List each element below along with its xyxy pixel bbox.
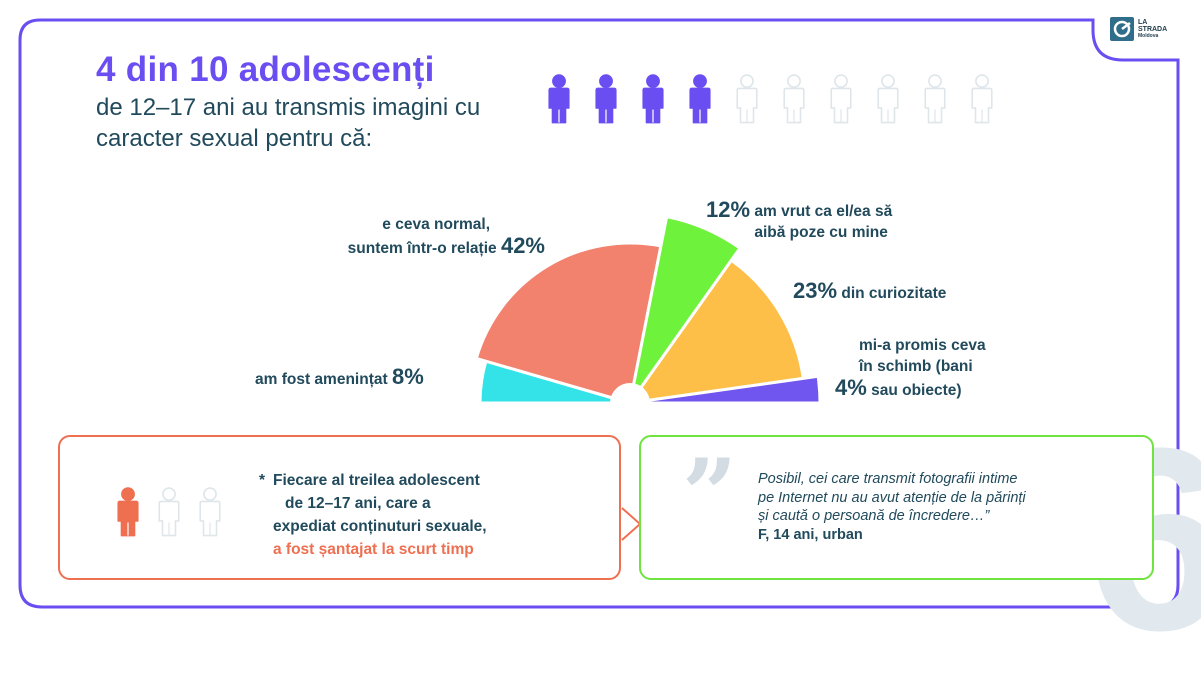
mini-person-filled-icon xyxy=(115,482,141,547)
label-wanted-line2: aibă poze cu mine xyxy=(754,224,888,241)
note-highlight: a fost șantajat la scurt timp xyxy=(273,541,474,558)
quote-text: Posibil, cei care transmit fotografii in… xyxy=(758,470,1118,544)
blackmail-note-box: * Fiecare al treilea adolescent de 12–17… xyxy=(58,435,621,580)
blackmail-note: * Fiecare al treilea adolescent de 12–17… xyxy=(259,469,603,561)
mini-person-empty-icon xyxy=(197,482,223,547)
person-filled-icon xyxy=(593,68,619,130)
label-threat-text: am fost amenințat xyxy=(255,371,388,388)
logo-mark-icon xyxy=(1110,17,1134,41)
label-promise-line3-row: 4% sau obiecte) xyxy=(835,377,986,401)
label-promise-line3: sau obiecte) xyxy=(871,382,962,399)
quote-box: ” Posibil, cei care transmit fotografii … xyxy=(639,435,1154,580)
label-threat: am fost amenințat 8% xyxy=(255,366,424,390)
logo-text: LA STRADA Moldova xyxy=(1138,19,1178,40)
label-curious-text: din curiozitate xyxy=(841,285,947,302)
page-frame xyxy=(18,18,1180,609)
label-curious-pct: 23% xyxy=(793,278,838,303)
semi-pie-chart xyxy=(474,214,822,423)
label-promise: mi-a promis ceva în schimb (bani 4% sau … xyxy=(835,335,986,401)
logo-line-3: Moldova xyxy=(1138,32,1159,39)
page-subtitle: de 12–17 ani au transmis imagini cu cara… xyxy=(96,94,481,152)
label-threat-pct: 8% xyxy=(391,364,424,389)
note-line3: expediat conținuturi sexuale, xyxy=(273,518,487,535)
people-icon-row xyxy=(546,68,995,130)
person-filled-icon xyxy=(687,68,713,130)
person-empty-icon xyxy=(734,68,760,130)
label-normal-pct: 42% xyxy=(500,233,545,258)
la-strada-logo: LA STRADA Moldova xyxy=(1110,17,1178,41)
pie-center-hole xyxy=(610,383,650,423)
quote-mark-icon: ” xyxy=(682,438,738,551)
person-empty-icon xyxy=(875,68,901,130)
label-curious: 23% din curiozitate xyxy=(793,280,946,304)
pie-slice xyxy=(628,214,743,404)
label-wanted: 12% am vrut ca el/ea să aibă poze cu min… xyxy=(706,199,892,243)
label-normal-text: suntem într-o relație xyxy=(347,240,497,257)
quote-line2: pe Internet nu au avut atenție de la păr… xyxy=(758,489,1026,506)
label-promise-pct: 4% xyxy=(835,375,867,400)
pie-slice xyxy=(626,258,805,405)
label-wanted-pct: 12% xyxy=(706,197,751,222)
person-filled-icon xyxy=(546,68,572,130)
label-wanted-line1: am vrut ca el/ea să xyxy=(754,203,893,220)
person-empty-icon xyxy=(922,68,948,130)
page-title: 4 din 10 adolescenți xyxy=(96,50,435,89)
person-empty-icon xyxy=(969,68,995,130)
pie-slice xyxy=(474,241,663,405)
note-line2: de 12–17 ani, care a xyxy=(285,495,431,512)
quote-line3: și caută o persoană de încredere…” xyxy=(758,508,990,524)
person-filled-icon xyxy=(640,68,666,130)
pie-slice xyxy=(629,374,822,405)
label-normal-line2: suntem într-o relație 42% xyxy=(300,235,545,259)
label-normal-line1: e ceva normal, xyxy=(382,216,490,233)
note-line1: Fiecare al treilea adolescent xyxy=(273,472,480,489)
logo-line-1: LA xyxy=(1138,18,1148,26)
quote-line1: Posibil, cei care transmit fotografii in… xyxy=(758,471,1018,487)
person-empty-icon xyxy=(781,68,807,130)
mini-person-empty-icon xyxy=(156,482,182,547)
logo-line-2: STRADA xyxy=(1138,25,1168,33)
label-normal: e ceva normal, suntem într-o relație 42% xyxy=(300,214,545,259)
quote-author: F, 14 ani, urban xyxy=(758,526,863,543)
note-asterisk: * xyxy=(259,472,266,489)
person-empty-icon xyxy=(828,68,854,130)
label-promise-line1: mi-a promis ceva xyxy=(859,337,986,354)
label-promise-line2: în schimb (bani xyxy=(859,358,973,375)
mini-people-row xyxy=(115,482,223,547)
